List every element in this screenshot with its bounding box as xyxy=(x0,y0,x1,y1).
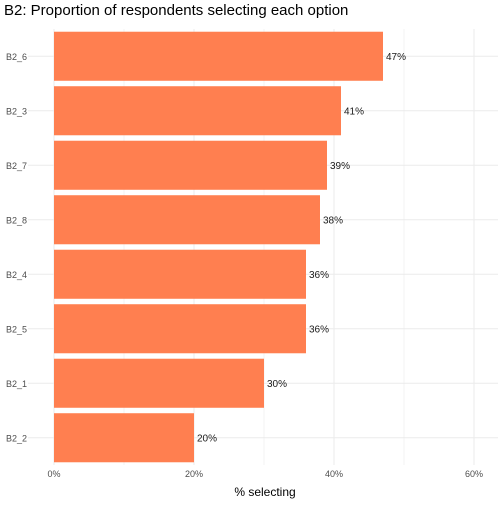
y-tick-label: B2_6 xyxy=(6,52,27,62)
bar-layer xyxy=(54,31,383,463)
data-label: 41% xyxy=(344,106,364,117)
bar-b2-5 xyxy=(54,304,306,354)
y-tick-label: B2_3 xyxy=(6,106,27,116)
bar-b2-7 xyxy=(54,140,327,190)
data-label: 36% xyxy=(309,324,329,335)
data-label: 47% xyxy=(386,52,406,63)
x-tick-label: 0% xyxy=(47,469,60,479)
y-tick-label: B2_4 xyxy=(6,270,27,280)
x-axis-title: % selecting xyxy=(234,485,295,499)
data-label: 39% xyxy=(330,161,350,172)
data-label: 36% xyxy=(309,270,329,281)
bar-b2-2 xyxy=(54,413,194,463)
bar-b2-8 xyxy=(54,195,320,245)
y-tick-label: B2_1 xyxy=(6,379,27,389)
x-tick-label: 40% xyxy=(325,469,343,479)
y-tick-label: B2_7 xyxy=(6,161,27,171)
bar-b2-6 xyxy=(54,31,383,81)
bar-b2-4 xyxy=(54,249,306,299)
x-tick-label: 60% xyxy=(465,469,483,479)
bar-b2-3 xyxy=(54,86,341,136)
data-label: 38% xyxy=(323,215,343,226)
x-tick-label-layer: 0% 20% 40% 60% xyxy=(47,469,483,479)
data-label-layer: 47% 41% 39% 38% 36% 36% 30% 20% xyxy=(197,52,406,445)
y-tick-label-layer: B2_6 B2_3 B2_7 B2_8 B2_4 B2_5 B2_1 B2_2 xyxy=(6,52,27,444)
bar-b2-1 xyxy=(54,358,264,408)
x-tick-label: 20% xyxy=(185,469,203,479)
y-tick-label: B2_5 xyxy=(6,324,27,334)
y-tick-label: B2_2 xyxy=(6,433,27,443)
data-label: 20% xyxy=(197,433,217,444)
y-tick-label: B2_8 xyxy=(6,215,27,225)
chart-title: B2: Proportion of respondents selecting … xyxy=(4,2,349,19)
data-label: 30% xyxy=(267,379,287,390)
